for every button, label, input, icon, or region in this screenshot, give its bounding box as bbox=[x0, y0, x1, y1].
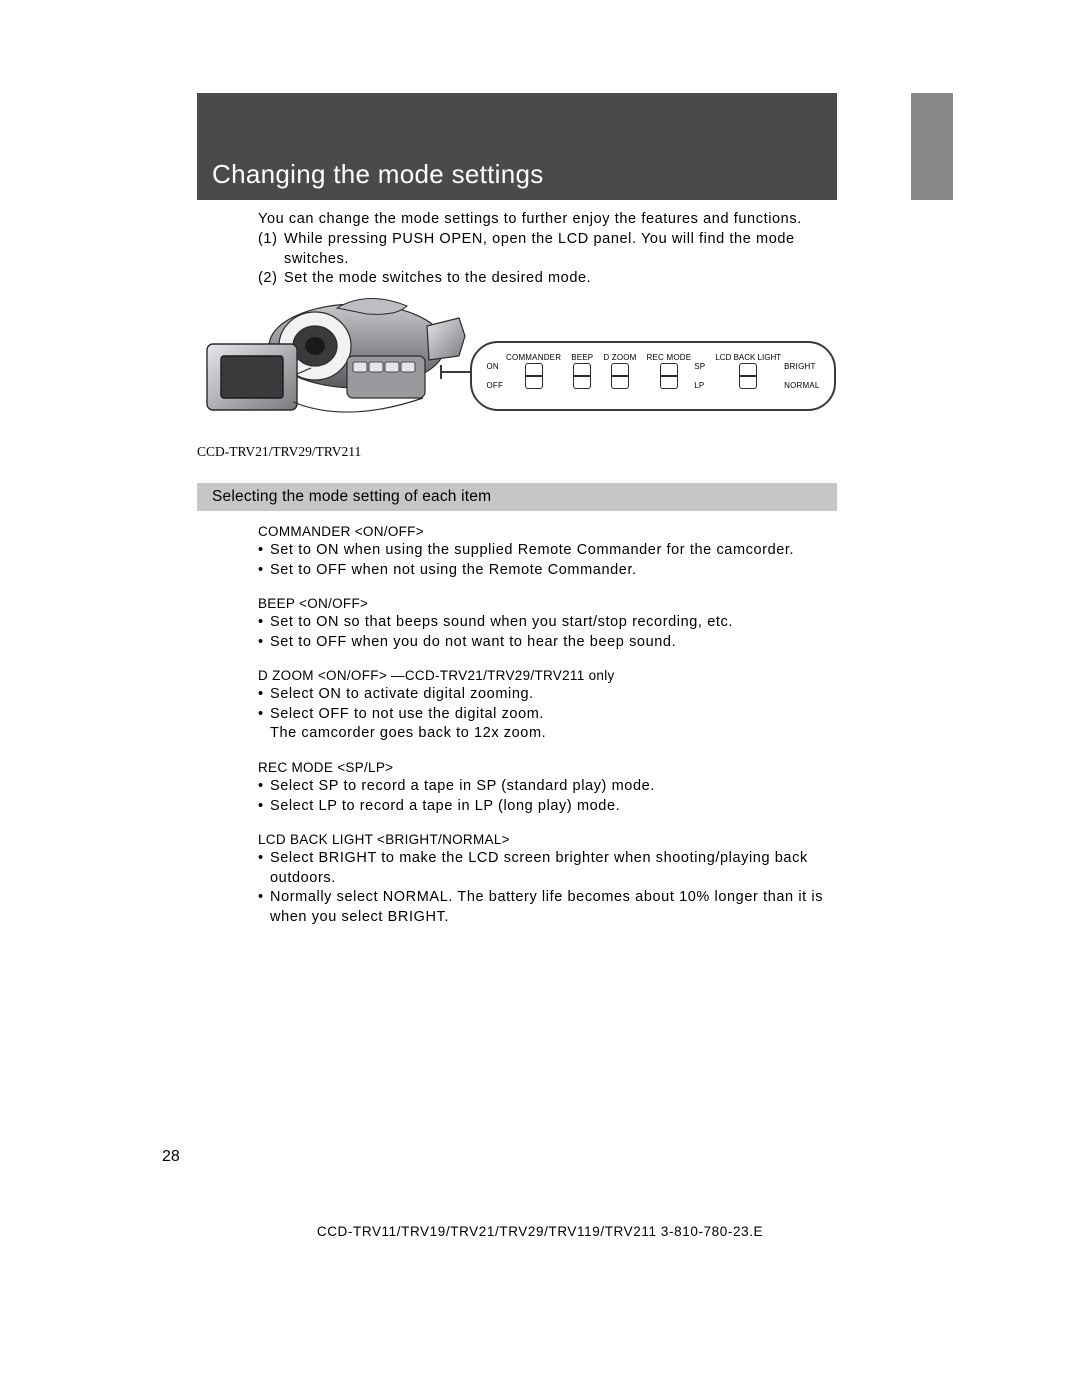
group-commander-item-1: Set to OFF when not using the Remote Com… bbox=[258, 561, 838, 581]
switch-commander-blank bbox=[532, 390, 534, 399]
switch-panel-inner: ON OFF COMMANDER BEEP D ZOOM bbox=[472, 343, 834, 409]
page-title-text: Changing the mode settings bbox=[212, 159, 544, 190]
switch-commander-body bbox=[525, 363, 543, 389]
switch-recmode-body bbox=[660, 363, 678, 389]
settings-body: COMMANDER <ON/OFF> Set to ON when using … bbox=[258, 524, 838, 943]
switch-panel: ON OFF COMMANDER BEEP D ZOOM bbox=[470, 341, 836, 411]
group-dzoom: D ZOOM <ON/OFF> —CCD-TRV21/TRV29/TRV211 … bbox=[258, 668, 838, 744]
switch-beep-blank bbox=[581, 390, 583, 399]
switch-lcd-label: LCD BACK LIGHT bbox=[715, 353, 781, 362]
group-beep-item-0: Set to ON so that beeps sound when you s… bbox=[258, 613, 838, 633]
side-tab bbox=[911, 93, 953, 200]
group-recmode-item-1: Select LP to record a tape in LP (long p… bbox=[258, 797, 838, 817]
step-1-text: While pressing PUSH OPEN, open the LCD p… bbox=[284, 230, 838, 269]
diagram: ON OFF COMMANDER BEEP D ZOOM bbox=[197, 296, 837, 441]
step-2-text: Set the mode switches to the desired mod… bbox=[284, 269, 838, 289]
section-subhead-text: Selecting the mode setting of each item bbox=[212, 488, 491, 506]
switch-recmode-lp: LP bbox=[694, 381, 705, 390]
step-2-num: (2) bbox=[258, 269, 284, 289]
switch-recmode-side: SP LP bbox=[694, 362, 705, 390]
page-number: 28 bbox=[162, 1148, 180, 1166]
switch-beep: BEEP bbox=[571, 353, 593, 399]
group-beep: BEEP <ON/OFF> Set to ON so that beeps so… bbox=[258, 596, 838, 652]
group-dzoom-title: D ZOOM <ON/OFF> —CCD-TRV21/TRV29/TRV211 … bbox=[258, 668, 838, 683]
switch-dzoom: D ZOOM bbox=[603, 353, 636, 399]
switch-lcd: LCD BACK LIGHT BRIGHT NORMAL bbox=[715, 353, 819, 399]
group-lcd-item-1: Normally select NORMAL. The battery life… bbox=[258, 888, 838, 927]
intro-text: You can change the mode settings to furt… bbox=[258, 210, 838, 230]
page-title: Changing the mode settings bbox=[197, 93, 837, 200]
switch-lcd-side: BRIGHT NORMAL bbox=[784, 362, 819, 390]
group-beep-title: BEEP <ON/OFF> bbox=[258, 596, 838, 611]
group-commander-item-0: Set to ON when using the supplied Remote… bbox=[258, 541, 838, 561]
model-caption: CCD-TRV21/TRV29/TRV211 bbox=[197, 444, 361, 460]
footer-text: CCD-TRV11/TRV19/TRV21/TRV29/TRV119/TRV21… bbox=[0, 1224, 1080, 1239]
step-1-num: (1) bbox=[258, 230, 284, 269]
switch-lcd-bright: BRIGHT bbox=[784, 362, 819, 371]
switch-commander-on: ON bbox=[486, 362, 503, 371]
switch-beep-label: BEEP bbox=[571, 353, 593, 362]
switch-recmode-blank bbox=[668, 390, 670, 399]
switch-beep-body bbox=[573, 363, 591, 389]
group-dzoom-item-1: Select OFF to not use the digital zoom. bbox=[258, 705, 838, 725]
switch-dzoom-body bbox=[611, 363, 629, 389]
switch-dzoom-blank bbox=[619, 390, 621, 399]
switch-lcd-blank bbox=[747, 390, 749, 399]
group-recmode-title: REC MODE <SP/LP> bbox=[258, 760, 838, 775]
manual-page: Changing the mode settings You can chang… bbox=[0, 0, 1080, 1397]
group-recmode-item-0: Select SP to record a tape in SP (standa… bbox=[258, 777, 838, 797]
group-dzoom-item-0: Select ON to activate digital zooming. bbox=[258, 685, 838, 705]
switch-recmode-sp: SP bbox=[694, 362, 705, 371]
switch-commander-off: OFF bbox=[486, 381, 503, 390]
step-2: (2) Set the mode switches to the desired… bbox=[258, 269, 838, 289]
camcorder-illustration bbox=[197, 296, 472, 426]
group-lcd-item-0: Select BRIGHT to make the LCD screen bri… bbox=[258, 849, 838, 888]
group-lcd-title: LCD BACK LIGHT <BRIGHT/NORMAL> bbox=[258, 832, 838, 847]
group-commander: COMMANDER <ON/OFF> Set to ON when using … bbox=[258, 524, 838, 580]
group-beep-item-1: Set to OFF when you do not want to hear … bbox=[258, 633, 838, 653]
switch-lcd-body bbox=[739, 363, 757, 389]
switch-commander-label: COMMANDER bbox=[506, 353, 561, 362]
switch-lcd-normal: NORMAL bbox=[784, 381, 819, 390]
step-1: (1) While pressing PUSH OPEN, open the L… bbox=[258, 230, 838, 269]
switch-recmode-label: REC MODE bbox=[647, 353, 692, 362]
group-lcd: LCD BACK LIGHT <BRIGHT/NORMAL> Select BR… bbox=[258, 832, 838, 927]
switch-commander: ON OFF COMMANDER bbox=[486, 353, 561, 399]
steps-list: (1) While pressing PUSH OPEN, open the L… bbox=[258, 230, 838, 289]
group-dzoom-note: The camcorder goes back to 12x zoom. bbox=[258, 724, 838, 744]
group-commander-title: COMMANDER <ON/OFF> bbox=[258, 524, 838, 539]
callout-line bbox=[442, 371, 472, 383]
switch-recmode: REC MODE SP LP bbox=[647, 353, 706, 399]
section-subhead: Selecting the mode setting of each item bbox=[197, 483, 837, 511]
switch-dzoom-label: D ZOOM bbox=[603, 353, 636, 362]
group-recmode: REC MODE <SP/LP> Select SP to record a t… bbox=[258, 760, 838, 816]
switch-commander-side: ON OFF bbox=[486, 362, 503, 390]
